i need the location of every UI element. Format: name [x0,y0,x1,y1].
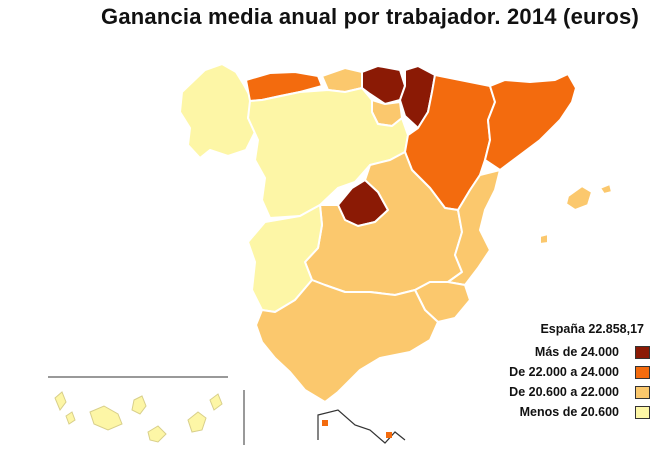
legend: España 22.858,17 Más de 24.000 De 22.000… [470,322,650,422]
region-andalucia[interactable] [255,279,439,403]
legend-item: De 22.000 a 24.000 [470,362,650,382]
legend-item: Más de 24.000 [470,342,650,362]
region-ceuta[interactable] [322,420,328,426]
legend-label: De 20.600 a 22.000 [509,385,619,399]
canarias-inset [48,376,245,445]
region-cataluna[interactable] [484,73,577,171]
legend-swatch [635,345,650,359]
legend-label: Más de 24.000 [534,345,619,359]
legend-label: Menos de 20.600 [519,405,619,419]
region-melilla[interactable] [386,432,392,438]
legend-swatch [635,365,650,379]
region-canarias[interactable] [54,391,223,443]
legend-item: De 20.600 a 22.000 [470,382,650,402]
region-baleares-ibiza[interactable] [539,233,549,245]
ceuta-melilla-inset [317,409,406,444]
legend-item: Menos de 20.600 [470,402,650,422]
map-title: Ganancia media anual por trabajador. 201… [101,4,639,29]
region-comunidad-valenciana[interactable] [447,169,501,286]
legend-swatch [635,405,650,419]
legend-label: De 22.000 a 24.000 [509,365,619,379]
region-galicia[interactable] [179,63,256,159]
spain-total: España 22.858,17 [540,322,644,336]
region-baleares[interactable] [565,185,593,211]
legend-swatch [635,385,650,399]
region-baleares-menorca[interactable] [599,183,613,195]
